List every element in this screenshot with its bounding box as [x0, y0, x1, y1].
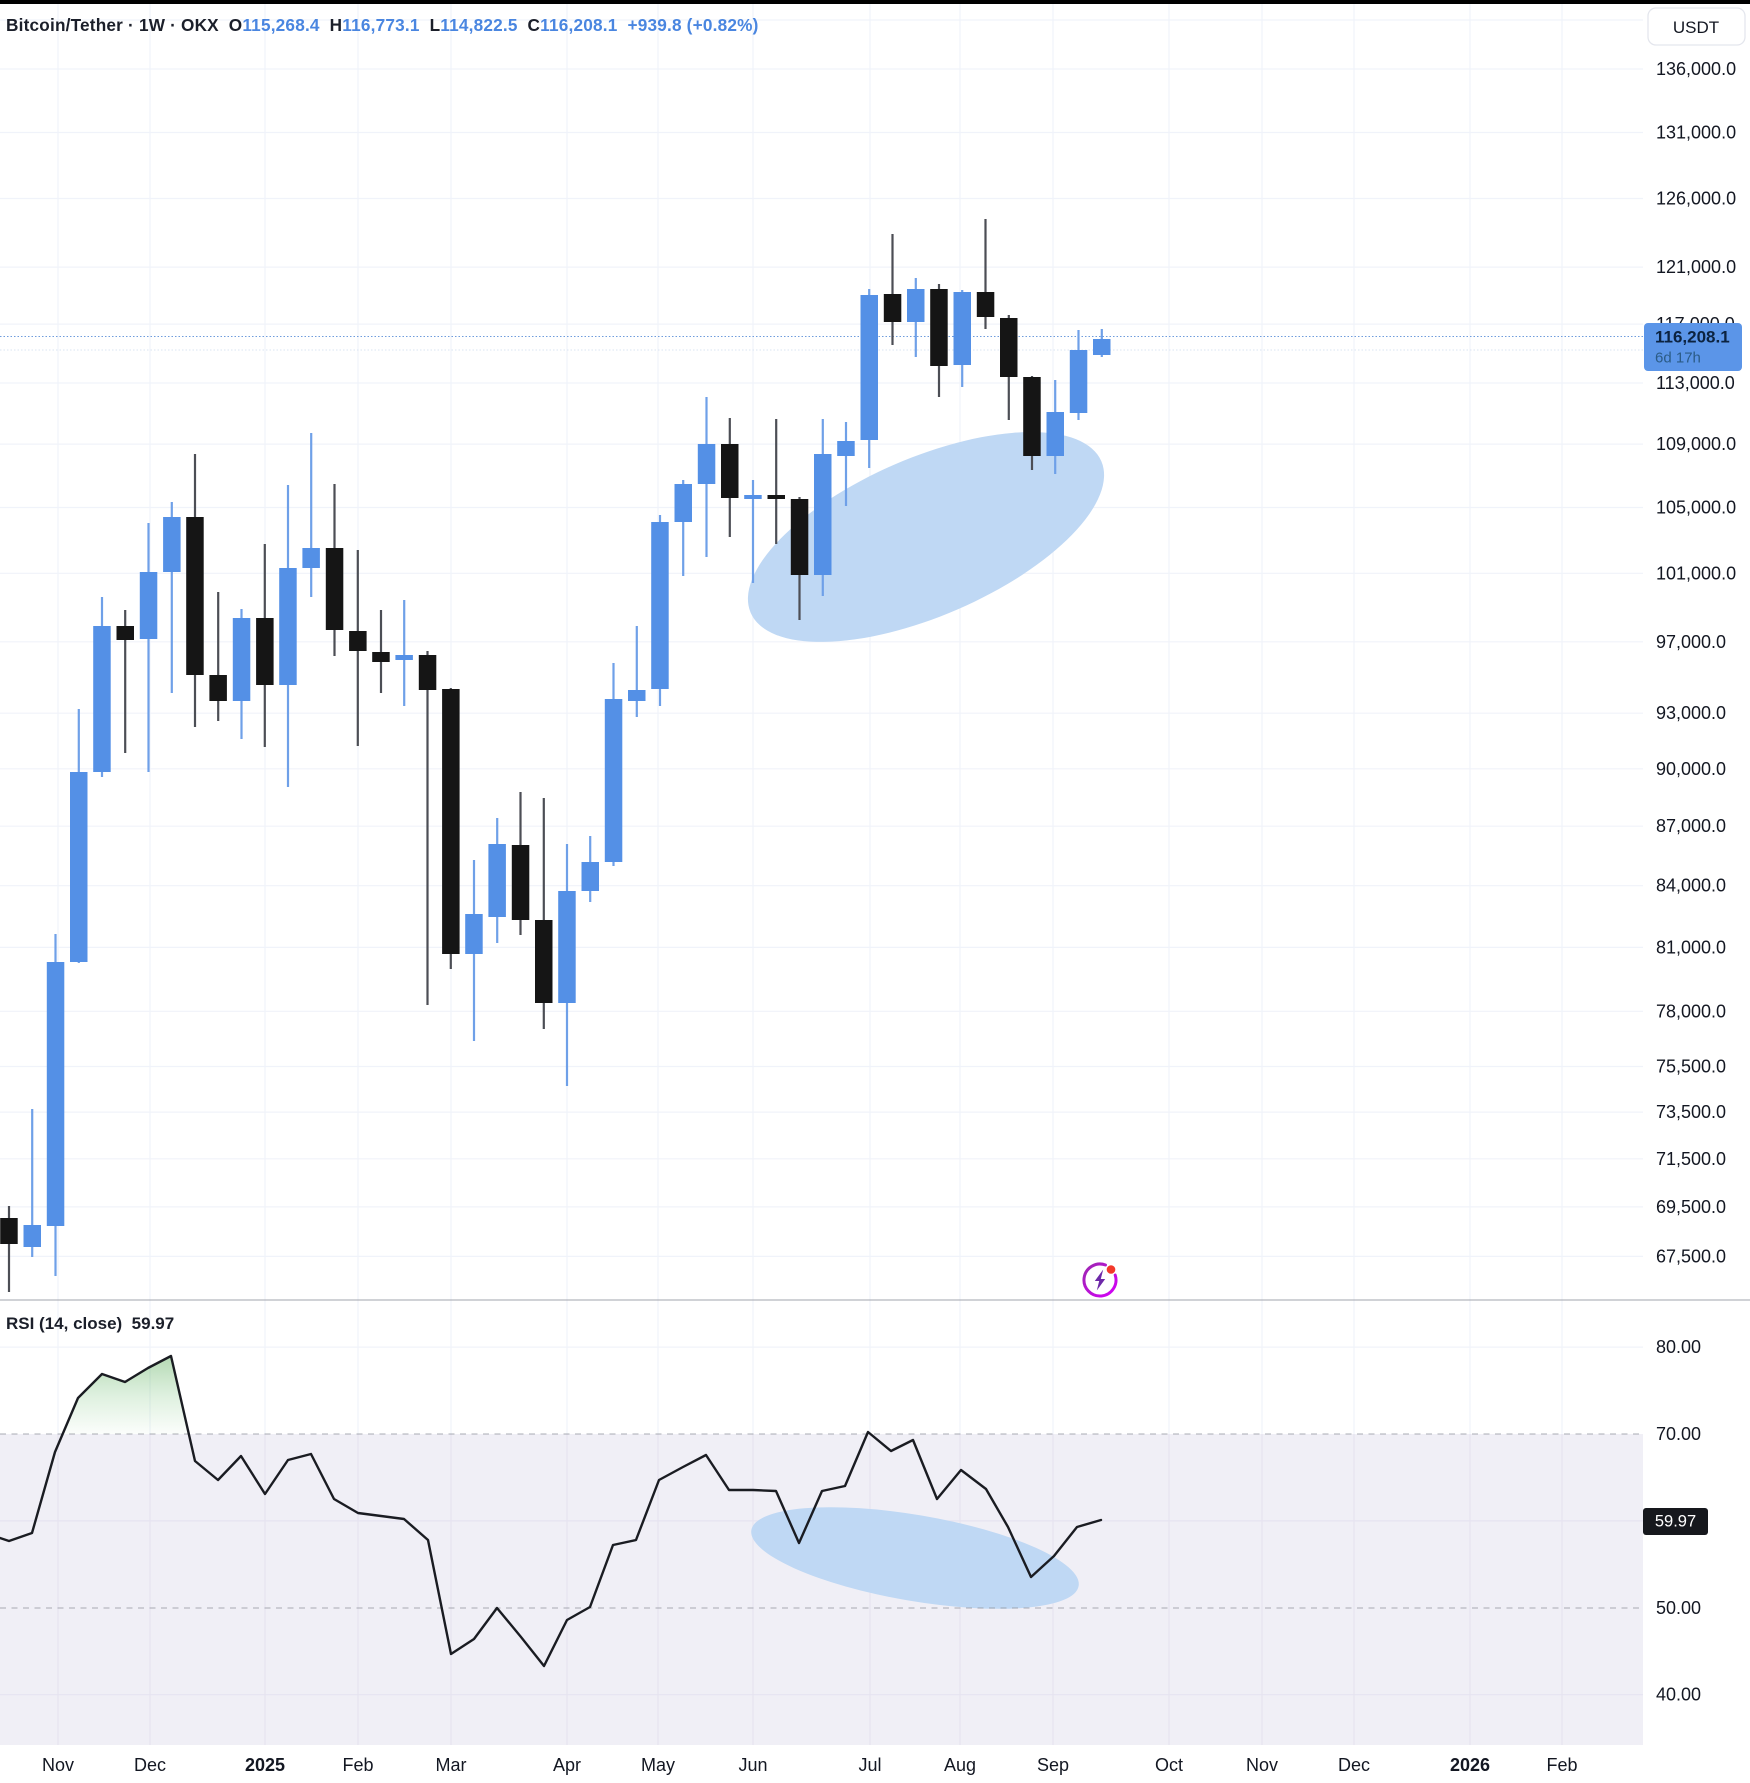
- svg-text:121,000.0: 121,000.0: [1656, 257, 1736, 277]
- svg-text:59.97: 59.97: [1655, 1513, 1696, 1531]
- svg-text:67,500.0: 67,500.0: [1656, 1246, 1726, 1266]
- svg-text:40.00: 40.00: [1656, 1685, 1701, 1705]
- svg-text:78,000.0: 78,000.0: [1656, 1001, 1726, 1021]
- svg-text:USDT: USDT: [1673, 18, 1719, 37]
- svg-text:Feb: Feb: [342, 1755, 373, 1775]
- svg-text:84,000.0: 84,000.0: [1656, 876, 1726, 896]
- svg-text:80.00: 80.00: [1656, 1337, 1701, 1357]
- svg-text:113,000.0: 113,000.0: [1656, 373, 1735, 393]
- svg-text:6d 17h: 6d 17h: [1655, 350, 1701, 367]
- svg-text:Dec: Dec: [134, 1755, 166, 1775]
- svg-text:Jul: Jul: [858, 1755, 881, 1775]
- svg-text:Nov: Nov: [1246, 1755, 1278, 1775]
- svg-text:50.00: 50.00: [1656, 1598, 1701, 1618]
- svg-text:97,000.0: 97,000.0: [1656, 632, 1726, 652]
- svg-text:Apr: Apr: [553, 1755, 581, 1775]
- svg-text:Nov: Nov: [42, 1755, 74, 1775]
- svg-text:May: May: [641, 1755, 675, 1775]
- svg-text:2025: 2025: [245, 1755, 285, 1775]
- svg-text:90,000.0: 90,000.0: [1656, 759, 1726, 779]
- svg-text:70.00: 70.00: [1656, 1424, 1701, 1444]
- svg-text:87,000.0: 87,000.0: [1656, 816, 1726, 836]
- svg-text:93,000.0: 93,000.0: [1656, 703, 1726, 723]
- svg-text:136,000.0: 136,000.0: [1656, 59, 1736, 79]
- svg-text:81,000.0: 81,000.0: [1656, 937, 1726, 957]
- svg-text:Jun: Jun: [738, 1755, 767, 1775]
- svg-text:75,500.0: 75,500.0: [1656, 1057, 1726, 1077]
- svg-text:RSI (14, close) 59.97: RSI (14, close) 59.97: [6, 1314, 174, 1333]
- svg-text:71,500.0: 71,500.0: [1656, 1149, 1726, 1169]
- svg-text:116,208.1: 116,208.1: [1655, 328, 1730, 347]
- svg-text:Mar: Mar: [436, 1755, 467, 1775]
- svg-text:73,500.0: 73,500.0: [1656, 1102, 1726, 1122]
- svg-text:126,000.0: 126,000.0: [1656, 189, 1736, 209]
- svg-text:109,000.0: 109,000.0: [1656, 434, 1736, 454]
- svg-text:Aug: Aug: [944, 1755, 976, 1775]
- svg-text:Dec: Dec: [1338, 1755, 1370, 1775]
- svg-text:131,000.0: 131,000.0: [1656, 123, 1736, 143]
- svg-text:Feb: Feb: [1546, 1755, 1577, 1775]
- svg-text:2026: 2026: [1450, 1755, 1490, 1775]
- svg-text:Oct: Oct: [1155, 1755, 1183, 1775]
- svg-text:101,000.0: 101,000.0: [1656, 563, 1736, 583]
- svg-text:105,000.0: 105,000.0: [1656, 498, 1736, 518]
- svg-text:69,500.0: 69,500.0: [1656, 1197, 1726, 1217]
- svg-text:Bitcoin/Tether · 1W · OKX O11: Bitcoin/Tether · 1W · OKX O115,268.4 H11…: [6, 15, 759, 35]
- svg-text:Sep: Sep: [1037, 1755, 1069, 1775]
